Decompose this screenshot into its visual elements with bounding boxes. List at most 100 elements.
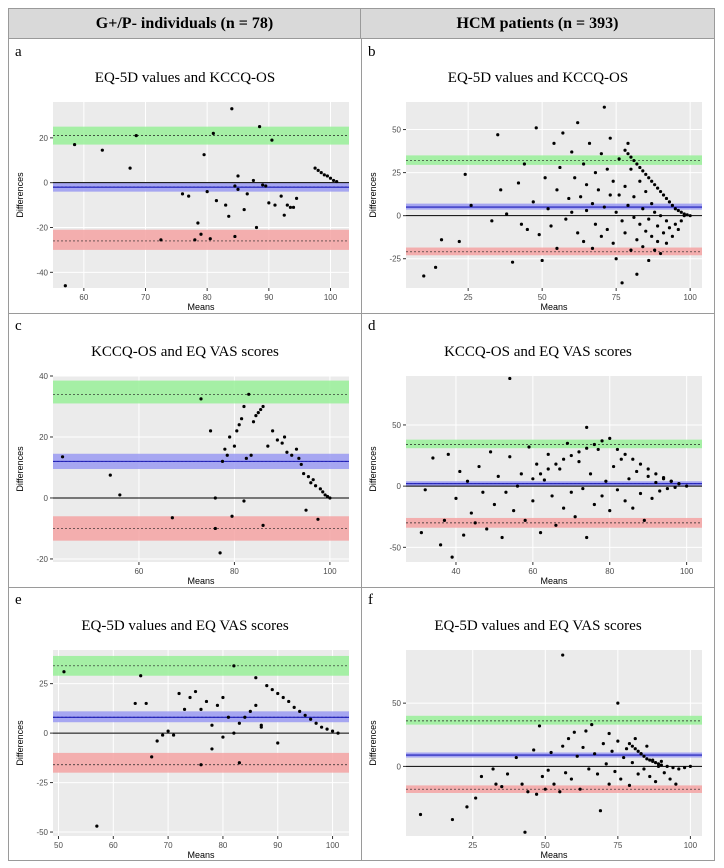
data-point — [450, 555, 454, 559]
data-point — [653, 183, 657, 187]
panel-title: EQ-5D values and KCCQ-OS — [447, 70, 629, 86]
data-point — [254, 414, 258, 418]
data-point — [510, 260, 515, 264]
y-axis-label: Differences — [15, 172, 25, 218]
data-point — [457, 239, 461, 244]
data-point — [635, 238, 639, 242]
data-point — [569, 777, 574, 781]
data-point — [679, 219, 683, 223]
data-point — [669, 479, 673, 483]
x-tick-label: 75 — [612, 293, 621, 302]
data-point — [335, 179, 339, 184]
data-point — [170, 516, 174, 520]
data-point — [199, 763, 203, 767]
data-point — [653, 761, 658, 765]
data-point — [232, 664, 236, 668]
data-point — [239, 417, 244, 421]
data-point — [635, 272, 639, 276]
data-point — [515, 484, 520, 488]
data-point — [639, 752, 643, 756]
data-point — [646, 474, 650, 478]
data-point — [602, 205, 606, 209]
data-point — [292, 705, 296, 709]
data-point — [267, 201, 271, 205]
y-tick-label: 20 — [39, 134, 48, 143]
data-point — [641, 169, 645, 173]
data-point — [549, 224, 553, 228]
data-point — [318, 487, 322, 491]
data-point — [538, 531, 543, 535]
data-point — [611, 179, 615, 183]
x-tick-label: 25 — [468, 841, 477, 850]
row-divider-1 — [9, 313, 714, 314]
data-point — [465, 479, 470, 483]
panel-b: b EQ-5D values and KCCQ-OS 25 50 75 100 -25 0… — [362, 40, 714, 313]
data-point — [644, 189, 648, 194]
data-point — [664, 196, 669, 201]
data-point — [627, 783, 632, 787]
data-point — [626, 203, 630, 207]
data-point — [210, 747, 214, 751]
bland-altman-plot-e: 50 60 70 80 90 100 -50 -25 0 25 Means Differences — [15, 650, 349, 860]
data-point — [273, 203, 277, 207]
x-tick-label: 80 — [605, 567, 614, 576]
data-point — [605, 167, 609, 171]
data-point — [474, 796, 478, 800]
data-point — [323, 493, 327, 497]
data-point — [237, 423, 241, 427]
data-point — [512, 509, 516, 513]
data-point — [485, 527, 489, 531]
data-point — [582, 239, 586, 244]
data-point — [611, 241, 615, 245]
data-point — [531, 499, 535, 503]
data-point — [673, 222, 677, 226]
data-point — [280, 441, 284, 445]
data-point — [224, 203, 228, 207]
x-tick-label: 70 — [164, 841, 173, 850]
data-point — [630, 761, 634, 765]
data-point — [561, 131, 565, 135]
data-point — [228, 435, 232, 439]
panel-title: KCCQ-OS and EQ VAS scores — [91, 344, 279, 360]
data-point — [534, 126, 538, 130]
data-point — [659, 763, 663, 767]
data-point — [60, 455, 65, 459]
panel-title: EQ-5D values and EQ VAS scores — [434, 618, 642, 634]
data-point — [638, 222, 642, 226]
y-tick-label: -50 — [389, 543, 401, 552]
data-point — [531, 200, 535, 204]
x-tick-label: 75 — [613, 841, 622, 850]
data-point — [555, 246, 559, 250]
y-axis-label: Differences — [368, 720, 378, 766]
y-axis-label: Differences — [368, 172, 378, 218]
data-point — [653, 210, 657, 214]
data-point — [562, 457, 566, 461]
data-point — [534, 792, 539, 796]
x-tick-label: 60 — [79, 293, 88, 302]
data-point — [514, 755, 518, 760]
data-point — [645, 744, 649, 748]
data-point — [638, 179, 642, 183]
data-point — [543, 176, 547, 180]
x-tick-label: 70 — [141, 293, 150, 302]
y-tick-label: 50 — [392, 699, 401, 708]
data-point — [213, 526, 217, 531]
x-tick-label: 100 — [680, 567, 694, 576]
data-point — [306, 475, 311, 479]
data-point — [236, 187, 240, 191]
data-point — [237, 761, 241, 765]
data-point — [623, 499, 627, 503]
data-point — [331, 178, 336, 183]
data-point — [593, 171, 598, 175]
row-divider-2 — [9, 587, 714, 588]
data-point — [213, 496, 217, 500]
lower-limit-ci-band — [406, 247, 702, 256]
data-point — [577, 450, 581, 454]
data-point — [223, 447, 227, 451]
data-point — [504, 490, 508, 494]
data-point — [577, 460, 581, 464]
data-point — [581, 745, 585, 750]
data-point — [616, 739, 620, 743]
